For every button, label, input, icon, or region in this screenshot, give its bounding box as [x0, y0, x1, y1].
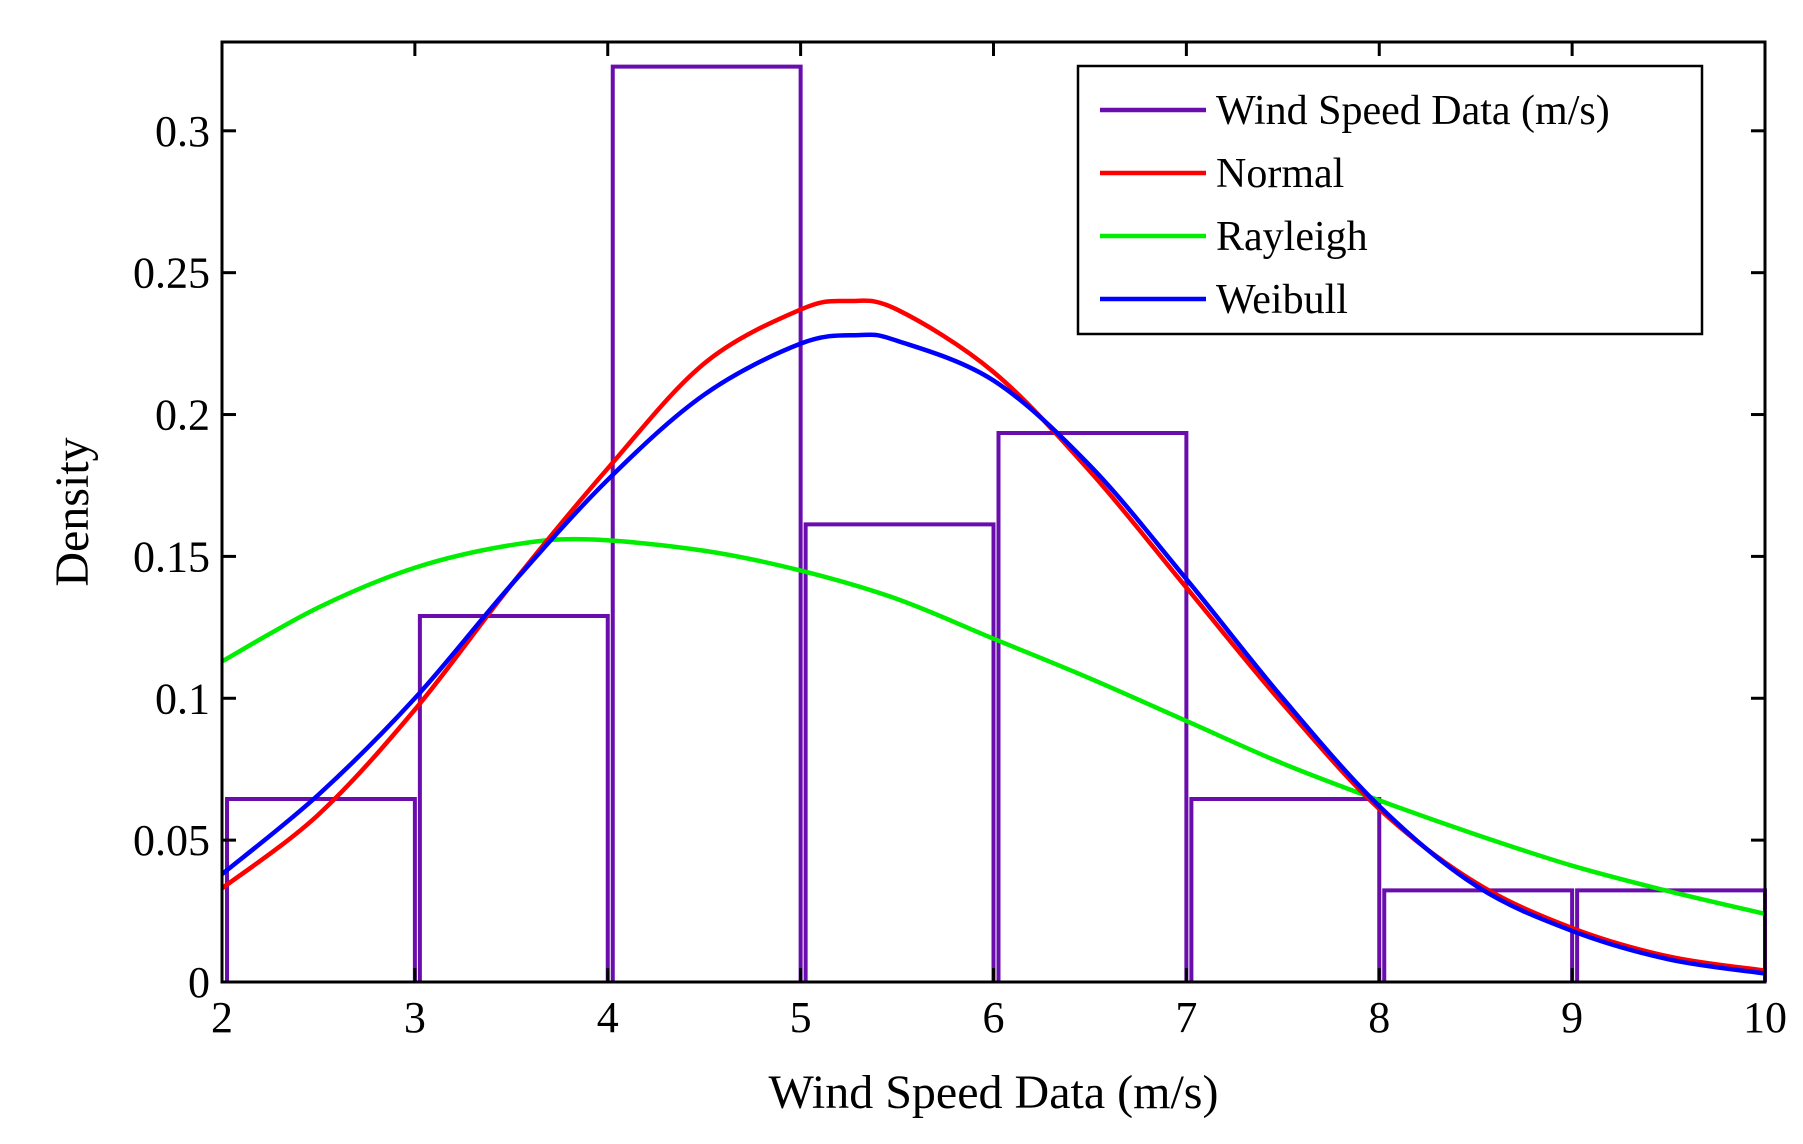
- histogram-bar-5: [996, 430, 1189, 982]
- histogram-bar-2: [417, 613, 610, 982]
- histogram-bar-4: [803, 522, 996, 982]
- histogram-bar-6: [1189, 796, 1382, 982]
- y-tick-label: 0.05: [133, 816, 210, 865]
- y-tick-label: 0.1: [155, 674, 210, 723]
- x-tick-label: 3: [404, 993, 426, 1042]
- histogram-bar-7: [1382, 888, 1575, 982]
- histogram-bar-1: [225, 796, 417, 982]
- x-axis-title: Wind Speed Data (m/s): [769, 1066, 1219, 1119]
- x-tick-label: 2: [211, 993, 233, 1042]
- y-axis-title: Density: [46, 437, 99, 586]
- normal-curve: [220, 298, 1766, 973]
- histogram-layer: [225, 64, 1767, 982]
- rayleigh-curve: [220, 536, 1766, 917]
- legend-label: Weibull: [1216, 277, 1348, 323]
- histogram-bar-3: [610, 64, 803, 982]
- y-tick-label: 0.2: [155, 391, 210, 440]
- x-tick-label: 9: [1561, 993, 1583, 1042]
- legend-label: Rayleigh: [1216, 214, 1368, 260]
- x-tick-label: 5: [790, 993, 812, 1042]
- y-tick-label: 0: [188, 958, 210, 1007]
- x-tick-label: 7: [1175, 993, 1197, 1042]
- legend-label: Wind Speed Data (m/s): [1216, 88, 1610, 134]
- x-tick-label: 6: [983, 993, 1005, 1042]
- y-tick-label: 0.25: [133, 249, 210, 298]
- weibull-curve: [220, 332, 1766, 976]
- x-tick-label: 8: [1368, 993, 1390, 1042]
- curves-layer: [220, 298, 1766, 976]
- x-tick-label: 10: [1743, 993, 1787, 1042]
- y-tick-label: 0.3: [155, 107, 210, 156]
- legend: Wind Speed Data (m/s) Normal Rayleigh Weibu…: [1076, 64, 1704, 336]
- ticks-layer: 2 3 4 5 6 7 8 9 10 0 0.05 0.1 0.15 0.2 0.25 0.3: [133, 42, 1787, 1042]
- x-tick-label: 4: [597, 993, 619, 1042]
- y-tick-label: 0.15: [133, 532, 210, 581]
- legend-label: Normal: [1216, 151, 1344, 197]
